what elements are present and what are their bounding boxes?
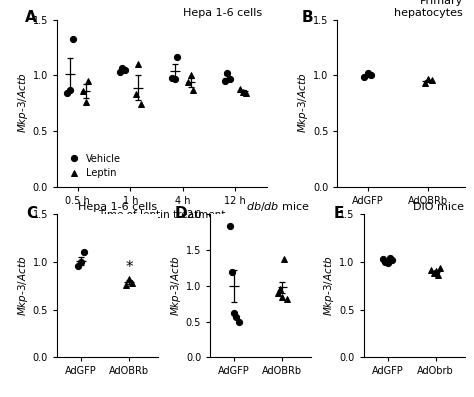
Text: A: A xyxy=(26,10,37,25)
Text: DIO mice: DIO mice xyxy=(412,202,464,212)
Text: E: E xyxy=(333,206,344,221)
Y-axis label: $\it{Mkp}$-3/$\it{Actb}$: $\it{Mkp}$-3/$\it{Actb}$ xyxy=(16,256,30,316)
Text: Hepa 1-6 cells: Hepa 1-6 cells xyxy=(183,8,263,18)
Text: Hepa 1-6 cells: Hepa 1-6 cells xyxy=(78,202,157,212)
Text: C: C xyxy=(27,206,38,221)
Text: D: D xyxy=(175,206,188,221)
Y-axis label: $\it{Mkp}$-3/$\it{Actb}$: $\it{Mkp}$-3/$\it{Actb}$ xyxy=(169,256,183,316)
Legend: Vehicle, Leptin: Vehicle, Leptin xyxy=(64,154,121,178)
Y-axis label: $\it{Mkp}$-3/$\it{Actb}$: $\it{Mkp}$-3/$\it{Actb}$ xyxy=(296,73,310,133)
Y-axis label: $\it{Mkp}$-3/$\it{Actb}$: $\it{Mkp}$-3/$\it{Actb}$ xyxy=(16,73,30,133)
Text: Primary
hepatocytes: Primary hepatocytes xyxy=(394,0,463,18)
Y-axis label: $\it{Mkp}$-3/$\it{Actb}$: $\it{Mkp}$-3/$\it{Actb}$ xyxy=(322,256,337,316)
Text: *: * xyxy=(125,260,133,276)
Text: B: B xyxy=(302,10,313,25)
X-axis label: Time of leptin treatment: Time of leptin treatment xyxy=(98,210,226,220)
Text: $\it{db/db}$ mice: $\it{db/db}$ mice xyxy=(246,200,310,213)
